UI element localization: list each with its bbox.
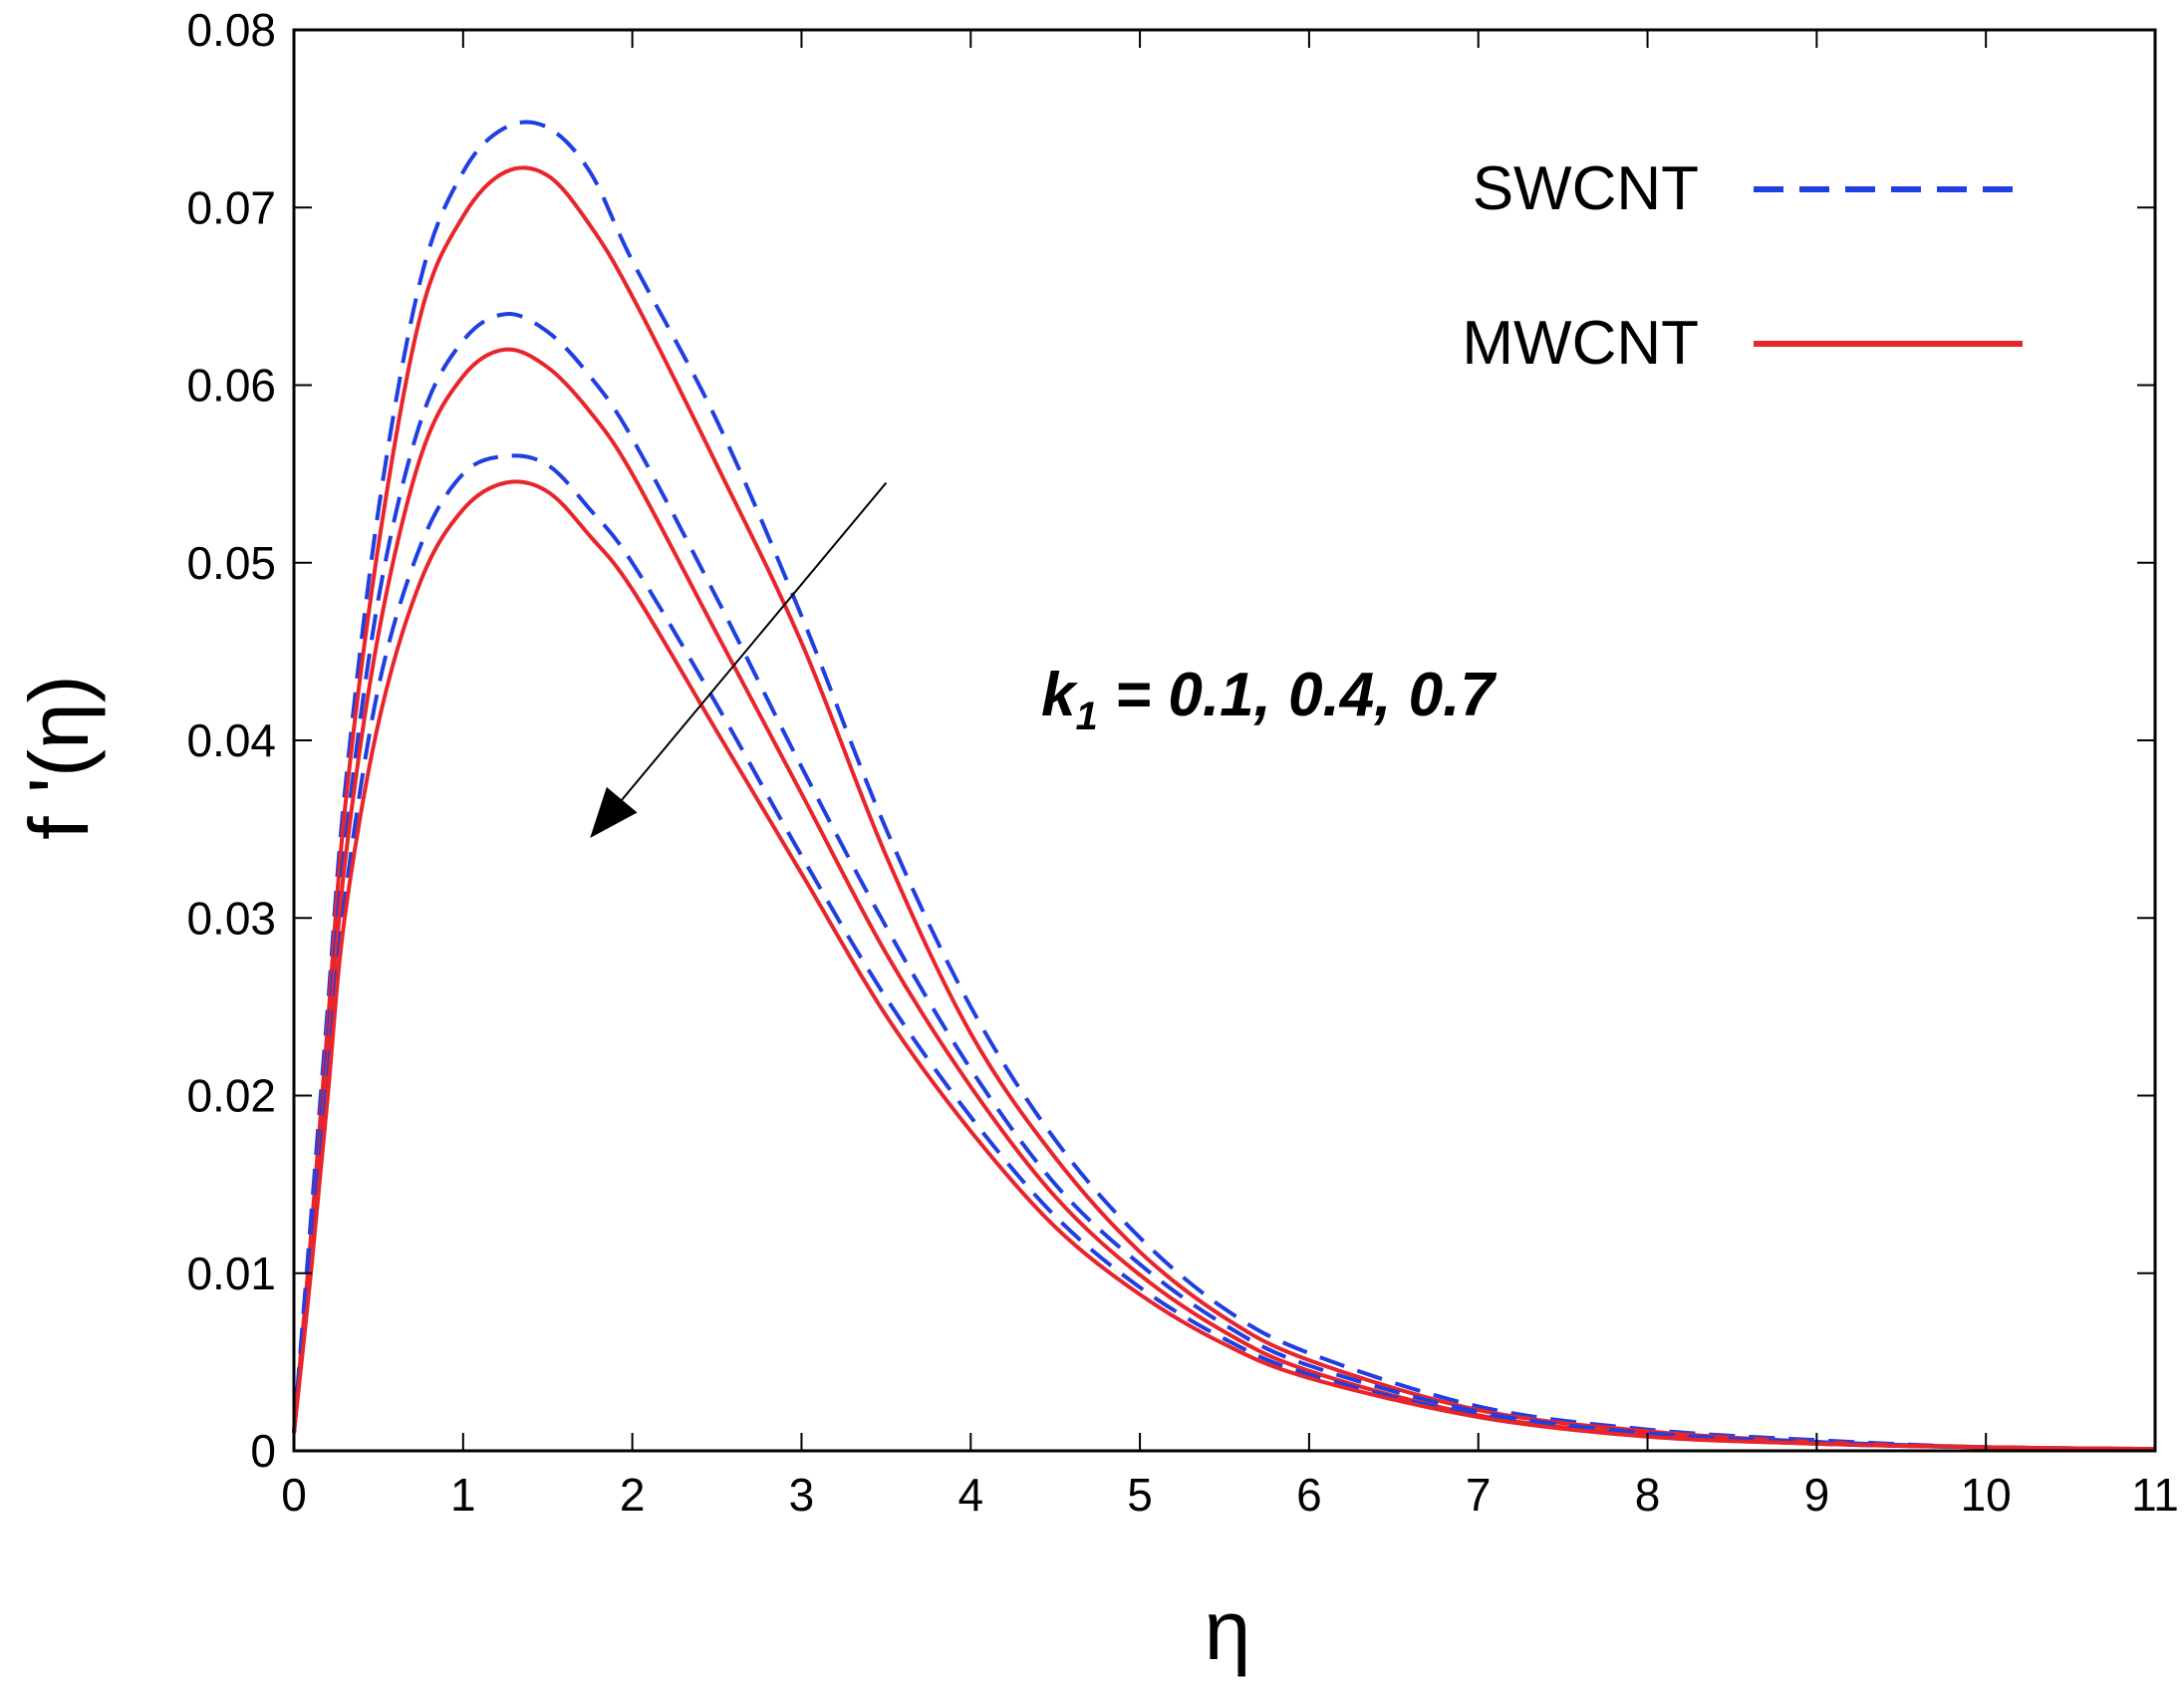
series-line-mwcnt-6 — [292, 479, 2156, 1452]
x-tick-label: 6 — [1296, 1469, 1322, 1521]
annotation-subscript: 1 — [1075, 695, 1097, 738]
annotation-arrow-head — [590, 786, 638, 839]
x-tick-label: 8 — [1635, 1469, 1661, 1521]
y-tick-label: 0.04 — [186, 714, 276, 766]
y-tick-label: 0.05 — [186, 537, 276, 589]
annotation-arrow-line — [621, 481, 888, 801]
y-tick-label: 0.08 — [186, 4, 276, 56]
series-line-swcnt-3 — [292, 312, 2156, 1452]
axes-layer — [292, 28, 2157, 1453]
x-tick-label: 7 — [1466, 1469, 1492, 1521]
x-tick-label: 1 — [450, 1469, 476, 1521]
legend-label-mwcnt: MWCNT — [1462, 309, 1699, 378]
y-tick-label: 0.07 — [186, 181, 276, 233]
annotation-symbol: k — [1041, 661, 1079, 729]
series-line-swcnt-1 — [292, 120, 2156, 1452]
y-tick-label: 0 — [250, 1425, 276, 1477]
x-tick-label: 11 — [2131, 1469, 2179, 1521]
y-tick-label: 0.01 — [186, 1248, 276, 1299]
x-tick-label: 4 — [957, 1469, 983, 1521]
x-tick-label: 5 — [1127, 1469, 1153, 1521]
y-tick-label: 0.02 — [186, 1070, 276, 1122]
annotation-text: k1 = 0.1, 0.4, 0.7 — [1041, 661, 1497, 738]
legend-label-swcnt: SWCNT — [1473, 154, 1699, 223]
x-axis-label: η — [1205, 1583, 1251, 1677]
x-tick-label: 0 — [281, 1469, 307, 1521]
annotation: k1 = 0.1, 0.4, 0.7 — [590, 481, 1497, 839]
tick-labels: 0 1 2 3 4 5 6 7 8 9 10 11 0 0.01 0.02 0.03 0.04 0.05 0.06 0… — [186, 4, 2178, 1521]
legend: SWCNT MWCNT — [1462, 154, 2023, 378]
x-tick-label: 9 — [1804, 1469, 1830, 1521]
x-tick-label: 10 — [1961, 1469, 2012, 1521]
y-tick-label: 0.06 — [186, 360, 276, 412]
x-tick-label: 2 — [620, 1469, 646, 1521]
x-tick-label: 3 — [789, 1469, 815, 1521]
y-axis-label: f '(η) — [12, 675, 106, 839]
y-tick-label: 0.03 — [186, 892, 276, 944]
annotation-values: = 0.1, 0.4, 0.7 — [1098, 661, 1498, 729]
